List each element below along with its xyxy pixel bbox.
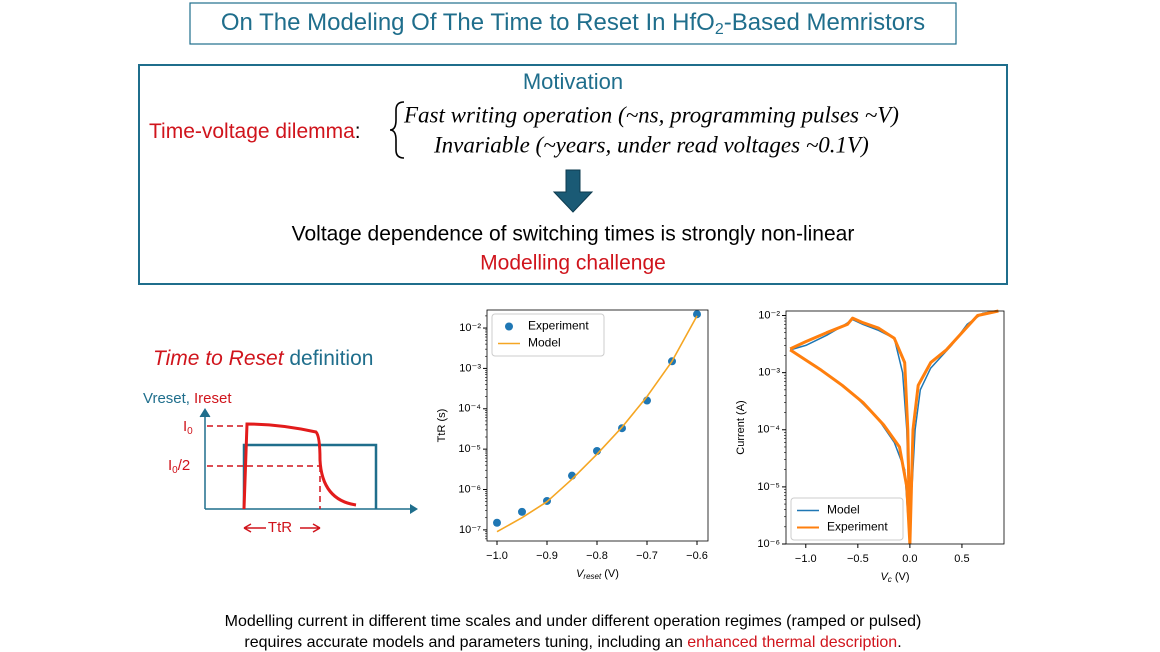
y-tick-label: 10⁻⁵ — [757, 481, 780, 493]
legend-marker — [505, 322, 513, 331]
motivation-box — [138, 64, 1008, 285]
y-tick-label: 10⁻³ — [459, 362, 481, 374]
legend-label: Experiment — [528, 319, 589, 333]
i0half-rest: /2 — [178, 457, 191, 474]
ttr-label: TtR — [268, 519, 292, 536]
axes-frame — [785, 310, 1005, 545]
challenge: Modelling challenge — [480, 252, 666, 275]
x-axis-label-unit: (V) — [892, 571, 910, 583]
axis-label: Vreset, Ireset — [143, 390, 232, 407]
motivation-heading: Motivation — [523, 69, 623, 94]
x-axis-label: Vreset (V) — [576, 568, 619, 581]
i0half: I — [168, 457, 172, 474]
y-tick-label: 10⁻⁶ — [458, 483, 481, 495]
data-point — [693, 310, 701, 319]
colon: : — [355, 120, 361, 143]
legend-label: Model — [827, 503, 860, 517]
x-axis-label-sub: c — [888, 575, 892, 584]
x-tick-label: 0.5 — [954, 553, 969, 565]
equation-line: Invariable (~years, under read voltages … — [433, 132, 869, 157]
x-tick-label: −0.7 — [636, 550, 658, 562]
i0-sub: 0 — [187, 426, 193, 437]
axes-frame — [486, 309, 709, 542]
plot-area — [493, 310, 701, 533]
waveform — [199, 408, 418, 533]
y-tick-label: 10⁻⁶ — [757, 538, 780, 550]
x-tick-label: 0.0 — [902, 553, 917, 565]
i0-label: I0 — [183, 418, 193, 437]
y-tick-label: 10⁻⁴ — [757, 424, 780, 436]
title-text: On The Modeling Of The Time to Reset In … — [221, 9, 715, 36]
data-point — [518, 507, 526, 516]
footer-line: requires accurate models and parameters … — [244, 634, 901, 651]
x-tick-label: −0.5 — [847, 553, 869, 565]
y-tick-label: 10⁻³ — [758, 367, 780, 379]
i0half-label: I0/2 — [168, 457, 190, 476]
y-tick-label: 10⁻² — [459, 322, 481, 334]
x-tick-label: −0.8 — [586, 550, 608, 562]
title: On The Modeling Of The Time to Reset In … — [221, 9, 925, 38]
data-point — [493, 518, 501, 527]
y-axis-label: Current (A) — [735, 400, 747, 454]
x-axis-label: Vc (V) — [880, 571, 909, 584]
footer-text: requires accurate models and parameters … — [244, 634, 687, 651]
i0half-sub: 0 — [172, 465, 178, 476]
x-tick-label: −1.0 — [795, 553, 817, 565]
y-tick-label: 10⁻² — [758, 309, 780, 321]
y-tick-label: 10⁻⁷ — [459, 524, 481, 536]
footer-text: . — [897, 634, 901, 651]
y-tick-label: 10⁻⁵ — [458, 443, 481, 455]
chart: −1.0 −0.5 0.0 0.5 10⁻⁶ 10⁻⁵ 10⁻⁴ 10⁻³ 10⁻² Vc (V)… — [735, 309, 1005, 584]
x-tick-label: −0.6 — [686, 550, 708, 562]
dilemma: Time-voltage dilemma: — [149, 120, 361, 143]
equation-line: Fast writing operation (~ns, programming… — [403, 102, 899, 127]
dilemma-label: Time-voltage dilemma — [149, 120, 355, 143]
legend-label: Model — [528, 336, 561, 350]
x-axis-label-main: V — [576, 568, 585, 580]
x-axis-label-main: V — [880, 571, 889, 583]
down-arrow — [552, 169, 594, 213]
brace — [389, 101, 405, 159]
title-text: -Based Memristors — [724, 9, 925, 36]
footer-highlight: enhanced thermal description — [687, 634, 897, 651]
x-axis-label-unit: (V) — [601, 568, 619, 580]
definition-rest: definition — [284, 347, 374, 370]
plot-area — [789, 309, 999, 545]
vreset: Vreset, — [143, 390, 190, 407]
y-tick-label: 10⁻⁴ — [458, 403, 481, 415]
title-sub: 2 — [715, 21, 724, 38]
definition-title: Time to Reset definition — [153, 347, 373, 370]
ireset: Ireset — [194, 390, 232, 407]
chart: −1.0 −0.9 −0.8 −0.7 −0.6 10⁻⁷ 10⁻⁶ 10⁻⁵ 10⁻⁴ 10⁻³… — [436, 309, 709, 581]
y-axis-label: TtR (s) — [436, 409, 448, 443]
title-box — [189, 2, 957, 45]
legend — [491, 313, 605, 357]
legend-label: Experiment — [827, 520, 888, 534]
footer-line: Modelling current in different time scal… — [225, 613, 922, 630]
i0: I — [183, 418, 187, 435]
legend — [790, 497, 904, 541]
x-axis-label-sub: reset — [583, 572, 602, 581]
x-tick-label: −0.9 — [536, 550, 558, 562]
definition-italic: Time to Reset — [153, 347, 285, 370]
conclusion: Voltage dependence of switching times is… — [292, 223, 855, 246]
x-tick-label: −1.0 — [486, 550, 508, 562]
data-line — [496, 315, 698, 533]
data-line — [789, 309, 999, 545]
